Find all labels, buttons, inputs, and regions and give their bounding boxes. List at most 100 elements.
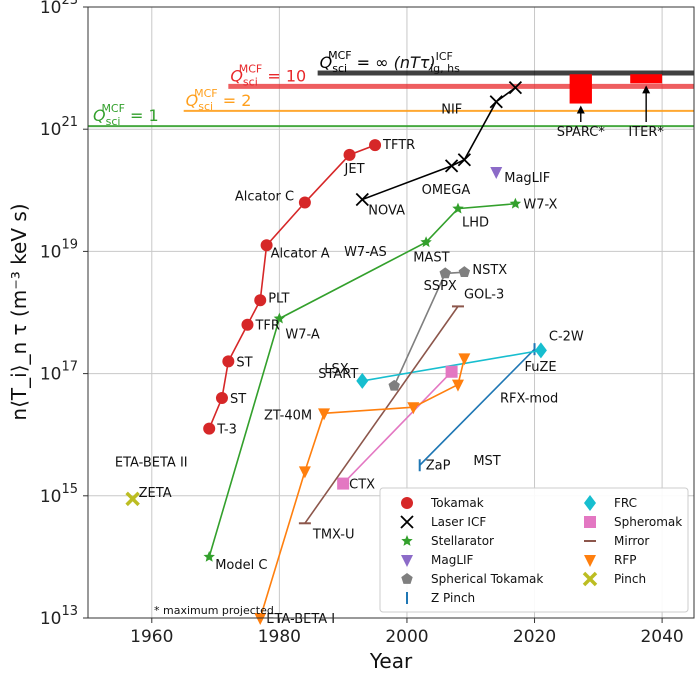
- q-lines: [88, 70, 694, 128]
- point-label: NIF: [441, 103, 462, 118]
- point-label: ZETA: [139, 486, 172, 501]
- projected-arrowhead: [642, 85, 651, 94]
- q-line-label: QsciMCF = 1: [93, 102, 159, 128]
- data-point: [298, 196, 311, 209]
- projected-devices: SPARC* ITER*: [557, 74, 664, 140]
- point-label: MagLIF: [504, 171, 550, 186]
- point-label: FuZE: [525, 360, 557, 375]
- y-tick-label: 1015: [40, 482, 78, 507]
- point-label: RFX-mod: [500, 392, 558, 407]
- data-point: [355, 192, 369, 207]
- data-point: [400, 515, 414, 529]
- point-label: ST: [236, 355, 252, 370]
- point-label: W7-A: [285, 328, 320, 343]
- point-label: TFR: [254, 319, 279, 334]
- data-point: [388, 379, 400, 391]
- data-point: [439, 267, 451, 279]
- data-point: [298, 466, 311, 479]
- series-stellarator: [203, 197, 522, 562]
- legend-item-label: Spheromak: [614, 515, 682, 529]
- data-point: [490, 166, 503, 179]
- point-label: W7-AS: [344, 245, 387, 260]
- point-label: CTX: [349, 478, 375, 493]
- point-label: Model C: [215, 558, 267, 573]
- x-tick-label: 2040: [640, 627, 683, 647]
- series-line: [208, 144, 376, 429]
- series-maglif: [490, 166, 503, 179]
- series-frc: [356, 342, 547, 389]
- legend-item-label: RFP: [614, 553, 636, 567]
- x-axis-title: Year: [369, 649, 413, 673]
- point-label: T-3: [216, 423, 237, 438]
- data-point: [241, 318, 254, 331]
- data-point: [254, 294, 267, 307]
- data-point: [401, 555, 413, 567]
- legend-item-label: Tokamak: [430, 496, 484, 510]
- data-point: [584, 495, 596, 511]
- point-label: NSTX: [472, 263, 507, 278]
- data-point: [318, 408, 331, 421]
- series-pinch: [125, 491, 140, 507]
- point-label: ZT-40M: [264, 408, 312, 423]
- point-label: ETA-BETA II: [115, 455, 188, 470]
- series-spheromak: [337, 365, 458, 490]
- data-point: [260, 239, 273, 252]
- x-tick-label: 2020: [513, 627, 556, 647]
- y-tick-label: 1017: [40, 360, 78, 385]
- data-point: [444, 159, 459, 173]
- y-tick-label: 1013: [40, 604, 78, 629]
- series-rfp: [254, 353, 471, 625]
- data-point: [273, 312, 286, 324]
- legend-item-label: Mirror: [614, 534, 649, 548]
- legend-item-label: Z Pinch: [431, 591, 475, 605]
- point-label: START: [318, 367, 358, 382]
- plot-frame: [87, 6, 695, 619]
- series-mirror: [298, 305, 464, 525]
- legend-item-label: Pinch: [614, 572, 646, 586]
- projected-box: [630, 74, 663, 84]
- data-point: [420, 236, 432, 248]
- projected-label: SPARC*: [557, 125, 606, 140]
- series-layer: [125, 81, 547, 625]
- data-point: [457, 153, 471, 167]
- legend-item-label: Stellarator: [431, 534, 494, 548]
- data-point: [401, 535, 413, 546]
- data-point: [509, 197, 522, 209]
- projected-box: [569, 74, 592, 104]
- y-axis-title: n⟨T_i⟩_n τ (m⁻³ keV s): [7, 203, 31, 420]
- y-tick-label: 1019: [40, 237, 78, 262]
- x-tick-label: 2000: [385, 627, 428, 647]
- data-point: [458, 266, 471, 278]
- projected-arrowhead: [576, 105, 585, 114]
- data-point: [584, 555, 596, 567]
- x-tick-label: 1960: [130, 627, 173, 647]
- point-label: W7-X: [523, 198, 557, 213]
- series-spherical-tokamak: [388, 266, 471, 391]
- point-label: SSPX: [424, 279, 457, 294]
- point-labels: T-3 ST ST TFR PLT Alcator A Alcator C JET TFTR NO…: [115, 103, 584, 627]
- data-point: [203, 422, 216, 435]
- data-point: [343, 148, 356, 161]
- data-point: [582, 571, 598, 587]
- data-point: [369, 139, 382, 152]
- point-label: Alcator A: [271, 246, 330, 261]
- point-label: LSX: [324, 362, 348, 377]
- point-label: OMEGA: [422, 183, 471, 198]
- x-tick-label: 1980: [258, 627, 301, 647]
- point-label: ZaP: [426, 458, 451, 473]
- data-point: [222, 355, 235, 368]
- data-point: [458, 353, 471, 366]
- series-line: [419, 348, 536, 466]
- series-line: [362, 349, 542, 382]
- y-tick-label: 1023: [40, 0, 78, 18]
- footnote: * maximum projected: [154, 604, 274, 617]
- legend-item-label: FRC: [614, 496, 637, 510]
- series-line: [304, 305, 459, 524]
- point-label: TFTR: [382, 138, 415, 153]
- series-z-pinch: [418, 343, 536, 472]
- data-point: [407, 402, 420, 415]
- data-point: [203, 550, 215, 562]
- point-label: LHD: [462, 216, 489, 231]
